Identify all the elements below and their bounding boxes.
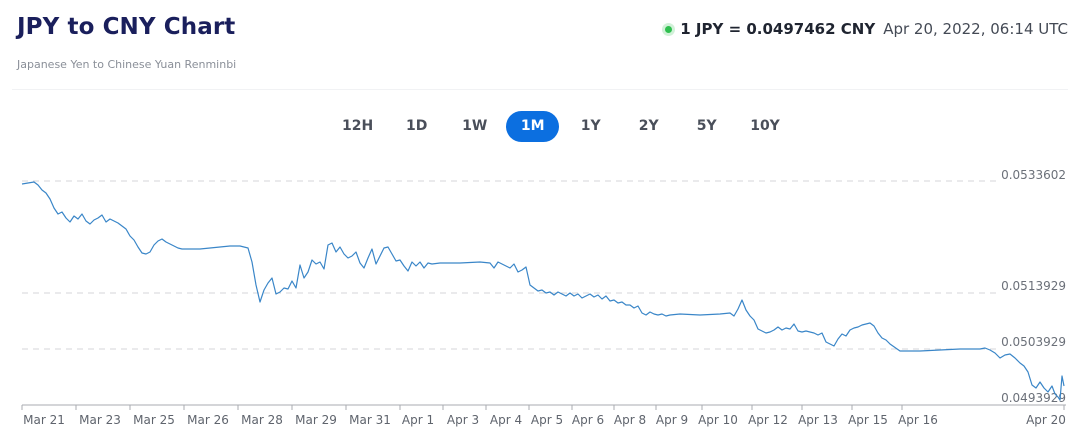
live-status-icon: [665, 25, 673, 33]
x-tick-label: Apr 10: [698, 413, 738, 427]
time-range-selector: 12H 1D 1W 1M 1Y 2Y 5Y 10Y: [330, 111, 797, 142]
rate-value: 1 JPY = 0.0497462 CNY: [680, 20, 876, 38]
y-axis-labels: 0.0533602 0.0513929 0.0503929 0.0493929: [1001, 168, 1066, 405]
x-tick-label: Apr 9: [656, 413, 688, 427]
y-tick-label: 0.0493929: [1001, 391, 1066, 405]
page-subtitle: Japanese Yen to Chinese Yuan Renminbi: [17, 58, 237, 71]
range-10y-button[interactable]: 10Y: [750, 118, 780, 134]
price-line: [21, 181, 1065, 401]
x-tick-label: Mar 31: [349, 413, 391, 427]
x-tick-label: Apr 3: [447, 413, 479, 427]
x-tick-label: Mar 28: [241, 413, 283, 427]
rate-timestamp: Apr 20, 2022, 06:14 UTC: [883, 20, 1068, 38]
grid-lines: [22, 180, 1000, 350]
y-tick-label: 0.0513929: [1001, 279, 1066, 293]
x-tick-label: Apr 5: [531, 413, 563, 427]
range-1m-button[interactable]: 1M: [506, 111, 560, 142]
range-12h-button[interactable]: 12H: [342, 118, 374, 134]
y-tick-label: 0.0533602: [1001, 168, 1066, 182]
x-tick-label: Mar 25: [133, 413, 175, 427]
x-tick-label: Apr 1: [402, 413, 434, 427]
x-tick-label: Mar 26: [187, 413, 229, 427]
x-axis: Mar 21 Mar 23 Mar 25 Mar 26 Mar 28 Mar 29 Mar …: [21, 404, 1066, 427]
x-tick-label: Apr 16: [898, 413, 938, 427]
range-2y-button[interactable]: 2Y: [638, 118, 659, 134]
x-tick-label: Apr 20: [1026, 413, 1066, 427]
x-tick-label: Apr 13: [798, 413, 838, 427]
x-tick-label: Apr 8: [614, 413, 646, 427]
range-1y-button[interactable]: 1Y: [580, 118, 601, 134]
current-rate: 1 JPY = 0.0497462 CNY Apr 20, 2022, 06:1…: [665, 20, 1068, 38]
range-1w-button[interactable]: 1W: [462, 118, 488, 134]
x-tick-label: Apr 6: [572, 413, 604, 427]
x-tick-label: Mar 23: [79, 413, 121, 427]
range-1d-button[interactable]: 1D: [406, 118, 428, 134]
page-title: JPY to CNY Chart: [17, 14, 236, 40]
y-tick-label: 0.0503929: [1001, 335, 1066, 349]
x-tick-label: Apr 4: [490, 413, 522, 427]
x-tick-label: Apr 15: [848, 413, 888, 427]
header-divider: [12, 89, 1068, 90]
range-5y-button[interactable]: 5Y: [696, 118, 717, 134]
x-tick-label: Apr 12: [748, 413, 788, 427]
x-tick-label: Mar 21: [23, 413, 65, 427]
x-tick-label: Mar 29: [295, 413, 337, 427]
